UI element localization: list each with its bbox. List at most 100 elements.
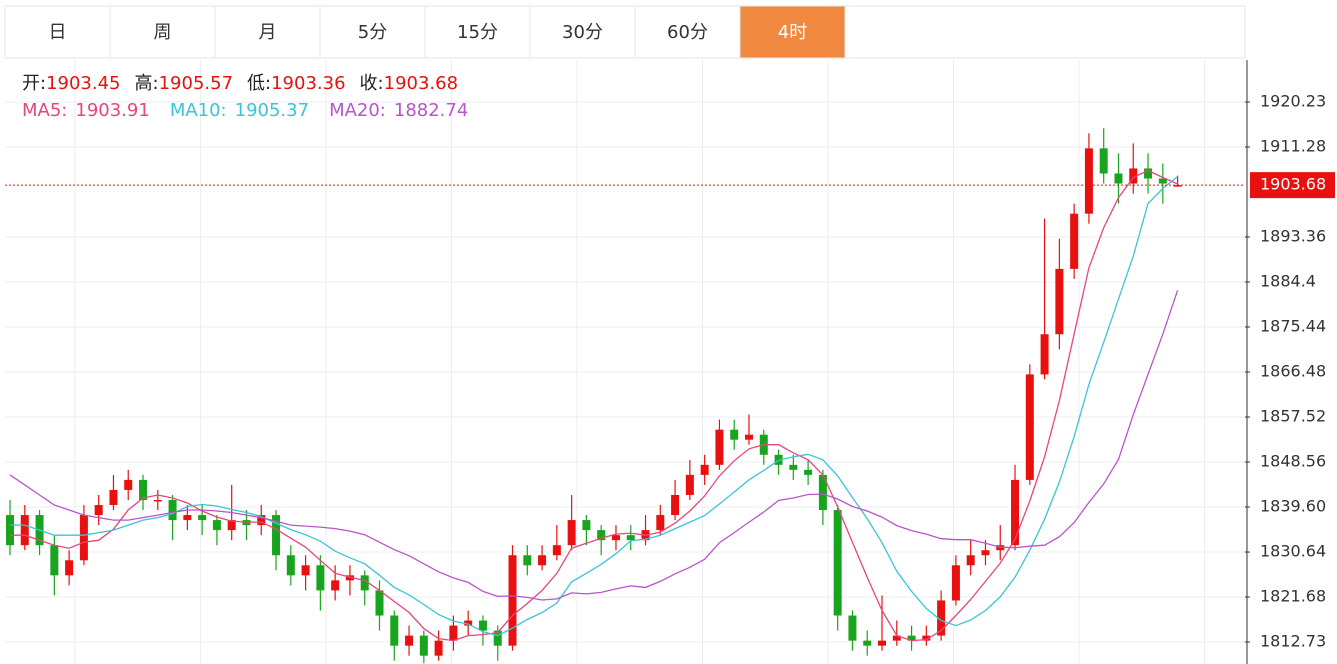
tab[interactable] [109, 5, 216, 59]
candle-body [582, 520, 591, 531]
tab[interactable] [529, 5, 636, 59]
ma-legend-value: 1905.37 [235, 100, 309, 121]
candle-body [1040, 334, 1049, 375]
ohlc-label: 高: [135, 73, 159, 94]
candle-body [922, 635, 931, 641]
candle-body [301, 565, 310, 576]
candle-body [316, 565, 325, 591]
candle-body [1025, 374, 1034, 480]
y-tick-label: 1911.28 [1260, 136, 1326, 155]
candle-body [405, 635, 414, 646]
ma-legend-name: MA10: [170, 100, 227, 121]
candle-body [94, 505, 103, 516]
candle-body [390, 615, 399, 646]
y-tick-label: 1857.52 [1260, 407, 1326, 426]
ma-legend-name: MA5: [22, 100, 67, 121]
ohlc-label: 低: [247, 73, 271, 94]
tab[interactable] [214, 5, 321, 59]
tab[interactable] [739, 5, 846, 59]
candle-body [538, 555, 547, 566]
tab-label[interactable]: 15分 [457, 22, 498, 43]
candle-body [1173, 185, 1182, 187]
y-tick-label: 1848.56 [1260, 452, 1326, 471]
candle-body [611, 535, 620, 541]
ohlc-value: 1903.68 [384, 73, 458, 94]
tab-label[interactable]: 周 [154, 22, 172, 43]
candle-body [1084, 148, 1093, 214]
candle-body [744, 434, 753, 440]
candle-body [848, 615, 857, 641]
candle-body [966, 555, 975, 566]
ohlc-value: 1905.57 [159, 73, 233, 94]
y-tick-label: 1866.48 [1260, 361, 1326, 380]
candle-body [597, 530, 606, 541]
y-tick-label: 1920.23 [1260, 91, 1326, 110]
candle-body [478, 620, 487, 631]
candle-body [700, 464, 709, 475]
y-tick-label: 1884.4 [1260, 271, 1316, 290]
tab[interactable] [319, 5, 426, 59]
ma-line [10, 176, 1179, 637]
candle-body [257, 515, 266, 526]
tab-label[interactable]: 月 [259, 22, 277, 43]
candle-body [567, 520, 576, 546]
candle-body [212, 520, 221, 531]
candle-body [1070, 213, 1079, 269]
ma-line [10, 169, 1178, 642]
last-price-label: 1903.68 [1260, 175, 1326, 194]
candle-body [375, 590, 384, 616]
y-tick-label: 1830.64 [1260, 542, 1326, 561]
tab-label[interactable]: 4时 [778, 22, 807, 43]
candle-body [878, 640, 887, 646]
tab-label[interactable]: 5分 [358, 22, 387, 43]
candle-body [153, 499, 162, 502]
candle-body [818, 474, 827, 511]
tab-label[interactable]: 60分 [667, 22, 708, 43]
candle-body [508, 555, 517, 646]
ohlc-label: 收: [360, 73, 384, 94]
candle-body [552, 545, 561, 556]
y-tick-label: 1839.60 [1260, 497, 1326, 516]
candle-body [227, 520, 236, 531]
candle-body [331, 580, 340, 591]
candle-body [1055, 268, 1064, 335]
tab[interactable] [634, 5, 741, 59]
candle-body [109, 489, 118, 506]
candle-body [715, 429, 724, 465]
y-tick-label: 1875.44 [1260, 316, 1326, 335]
tab-label[interactable]: 日 [49, 22, 67, 43]
candle-body [789, 464, 798, 470]
candle-body [1144, 168, 1153, 179]
tab-label[interactable]: 30分 [562, 22, 603, 43]
candle-body [1114, 173, 1123, 184]
candle-body [449, 625, 458, 641]
candle-body [863, 640, 872, 646]
candle-body [1099, 148, 1108, 174]
candle-body [523, 555, 532, 566]
candle-body [981, 550, 990, 556]
candle-body [671, 494, 680, 516]
candle-body [464, 620, 473, 626]
candle-body [892, 635, 901, 641]
candle-body [656, 515, 665, 531]
y-tick-label: 1821.68 [1260, 587, 1326, 606]
ma-legend-value: 1882.74 [394, 100, 468, 121]
tab[interactable] [424, 5, 531, 59]
candle-body [198, 515, 207, 521]
candle-body [168, 499, 177, 521]
candle-body [951, 565, 960, 601]
candle-body [626, 535, 635, 541]
tab[interactable] [4, 5, 111, 59]
ma-line [9, 290, 1179, 601]
y-tick-label: 1812.73 [1260, 631, 1326, 650]
candle-body [272, 515, 281, 556]
candle-body [79, 515, 88, 561]
candle-body [833, 510, 842, 616]
candle-body [419, 635, 428, 656]
candle-body [6, 515, 14, 546]
ohlc-label: 开: [22, 73, 46, 94]
y-tick-label: 1893.36 [1260, 226, 1326, 245]
ohlc-value: 1903.36 [271, 73, 345, 94]
